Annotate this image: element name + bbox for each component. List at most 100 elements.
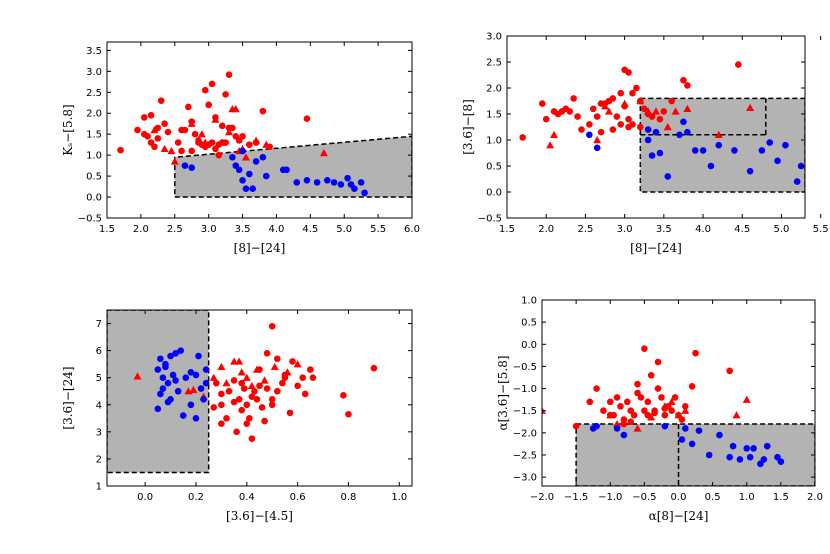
data-point-triangle (247, 381, 256, 390)
data-point-circle (154, 366, 162, 373)
y-tick-label: 2.0 (86, 109, 102, 120)
data-point-circle (239, 176, 246, 184)
data-point-circle (154, 405, 162, 413)
y-tick-label: 1.0 (521, 296, 537, 307)
data-point-circle (301, 390, 309, 398)
data-point-circle (307, 366, 314, 373)
data-point-circle (578, 126, 585, 133)
x-tick-label: 0.6 (290, 492, 306, 503)
data-point-circle (648, 152, 656, 159)
data-point-circle (159, 374, 167, 381)
data-point-circle (200, 396, 207, 403)
x-tick-label: 2.0 (807, 492, 823, 503)
data-point-circle (330, 179, 338, 186)
data-point-circle (197, 385, 205, 392)
data-point-circle (345, 410, 352, 418)
data-point-circle (629, 89, 636, 97)
data-point-circle (658, 394, 665, 401)
data-point-circle (688, 440, 696, 448)
y-tick-label: 2.5 (86, 88, 102, 99)
data-point-circle (140, 130, 148, 138)
data-point-circle (286, 409, 294, 417)
data-point-circle (746, 453, 754, 461)
data-point-circle (361, 189, 368, 197)
data-point-circle (151, 143, 158, 151)
data-point-circle (763, 442, 771, 450)
data-point-triangle (197, 130, 206, 138)
x-tick-label: −1.0 (598, 492, 622, 503)
data-point-circle (172, 377, 179, 384)
y-tick-label: 3 (96, 427, 102, 438)
data-point-circle (620, 420, 628, 428)
data-point-triangle (601, 102, 610, 110)
y-tick-label: 7 (96, 319, 102, 330)
selection-region (639, 97, 805, 193)
y-tick-label: 3.0 (86, 67, 102, 78)
data-point-circle (777, 458, 785, 465)
data-point-triangle (542, 406, 546, 414)
data-point-circle (746, 167, 754, 175)
data-point-circle (323, 176, 331, 184)
data-point-circle (684, 128, 691, 136)
data-point-circle (201, 86, 209, 94)
data-point-circle (167, 352, 174, 360)
x-tick-label: 0.4 (239, 492, 255, 503)
data-point-circle (726, 453, 733, 461)
data-point-circle (344, 174, 351, 182)
data-point-circle (370, 364, 378, 372)
y-tick-label: 0.0 (521, 340, 537, 351)
data-point-circle (572, 422, 580, 430)
data-point-circle (299, 374, 307, 381)
x-tick-label: 5.0 (336, 224, 352, 235)
data-point-circle (181, 126, 189, 134)
data-point-circle (164, 379, 172, 387)
data-point-circle (593, 113, 601, 120)
y-tick-label: 2 (96, 454, 102, 465)
data-point-triangle (620, 99, 629, 107)
data-point-circle (174, 139, 182, 146)
data-point-circle (243, 401, 251, 409)
data-point-triangle (644, 107, 653, 115)
data-point-circle (627, 418, 635, 426)
data-point-triangle (647, 413, 656, 421)
data-point-circle (279, 379, 286, 387)
data-point-circle (617, 402, 624, 410)
data-point-circle (641, 345, 648, 353)
data-point-circle (309, 374, 317, 381)
y-tick-label: 0.5 (486, 162, 502, 173)
data-point-triangle (293, 360, 302, 368)
y-tick-label: 1.5 (86, 130, 102, 141)
y-tick-label: −0.5 (513, 362, 537, 373)
data-point-circle (273, 387, 281, 395)
data-point-triangle (746, 103, 755, 111)
data-point-circle (256, 382, 263, 390)
y-tick-label: 0.0 (486, 188, 502, 199)
x-axis-label: [8]−[24] (630, 241, 682, 255)
y-tick-label: 2.5 (486, 58, 502, 69)
data-point-triangle (683, 104, 692, 112)
data-point-circle (239, 132, 246, 140)
data-point-triangle (211, 115, 220, 123)
data-point-circle (177, 347, 185, 354)
data-point-circle (147, 112, 155, 119)
data-point-circle (617, 89, 625, 97)
data-point-circle (191, 130, 199, 138)
data-point-circle (542, 115, 550, 123)
data-point-circle (210, 404, 218, 411)
data-point-circle (240, 385, 248, 392)
data-point-circle (707, 162, 715, 170)
data-point-triangle (241, 153, 250, 161)
x-tick-label: 3.5 (656, 224, 672, 235)
data-point-circle (682, 425, 689, 432)
y-tick-label: 3.0 (486, 32, 502, 43)
data-point-circle (251, 387, 258, 395)
data-point-circle (613, 113, 621, 120)
data-point-triangle (606, 411, 615, 419)
data-point-circle (357, 179, 365, 186)
data-point-circle (656, 115, 664, 123)
data-point-circle (313, 179, 321, 186)
data-point-circle (157, 355, 164, 363)
data-point-circle (680, 118, 687, 126)
data-point-circle (246, 170, 253, 178)
y-tick-label: 1.0 (86, 151, 102, 162)
